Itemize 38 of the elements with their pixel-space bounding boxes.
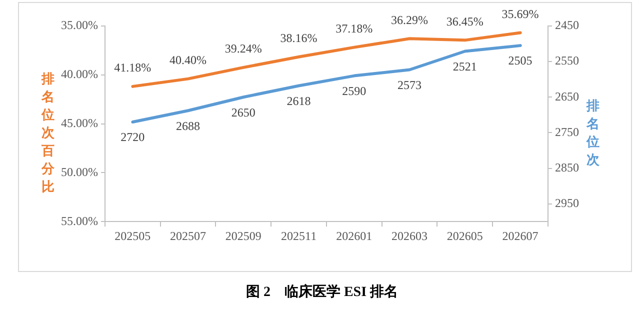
data-label: 40.40%: [170, 52, 207, 67]
y2-tick-label: 2650: [555, 89, 579, 104]
y2-tick-label: 2450: [555, 18, 579, 32]
x-tick-label: 202511: [281, 228, 317, 243]
data-label: 2505: [508, 54, 532, 68]
data-label: 36.45%: [446, 14, 484, 28]
y2-tick-label: 2750: [555, 124, 579, 139]
y-tick-label: 35.00%: [60, 18, 98, 32]
x-tick-label: 202603: [392, 228, 428, 243]
y-tick-label: 50.00%: [60, 164, 98, 179]
x-tick-label: 202607: [502, 228, 538, 243]
y2-tick-label: 2950: [555, 196, 579, 210]
data-label: 2688: [176, 118, 200, 133]
data-label: 41.18%: [114, 60, 152, 75]
x-tick-label: 202509: [225, 228, 262, 243]
data-label: 35.69%: [502, 6, 539, 21]
x-tick-label: 202505: [114, 228, 151, 243]
y2-axis-title: 排名位次: [586, 99, 600, 168]
x-tick-label: 202605: [446, 228, 483, 243]
y-tick-label: 55.00%: [60, 214, 98, 228]
data-label: 39.24%: [224, 42, 262, 56]
data-label: 2618: [286, 94, 311, 108]
y-axis-title: 排名位次百分比: [40, 72, 56, 196]
data-label: 2521: [452, 59, 477, 74]
data-label: 2590: [342, 84, 366, 98]
y-tick-label: 45.00%: [60, 116, 98, 130]
x-tick-label: 202507: [170, 228, 206, 243]
data-label: 2650: [231, 105, 256, 120]
y-tick-label: 40.00%: [60, 67, 98, 82]
text: 图 2 临床医学 ESI 排名: [244, 283, 400, 301]
x-tick-label: 202601: [336, 228, 372, 243]
y2-tick-label: 2850: [555, 160, 579, 174]
y2-tick-label: 2550: [555, 54, 579, 68]
data-label: 38.16%: [280, 31, 318, 46]
data-label: 37.18%: [336, 21, 373, 36]
data-label: 2720: [120, 130, 145, 144]
data-label: 2573: [398, 78, 422, 92]
data-label: 36.29%: [391, 12, 428, 27]
